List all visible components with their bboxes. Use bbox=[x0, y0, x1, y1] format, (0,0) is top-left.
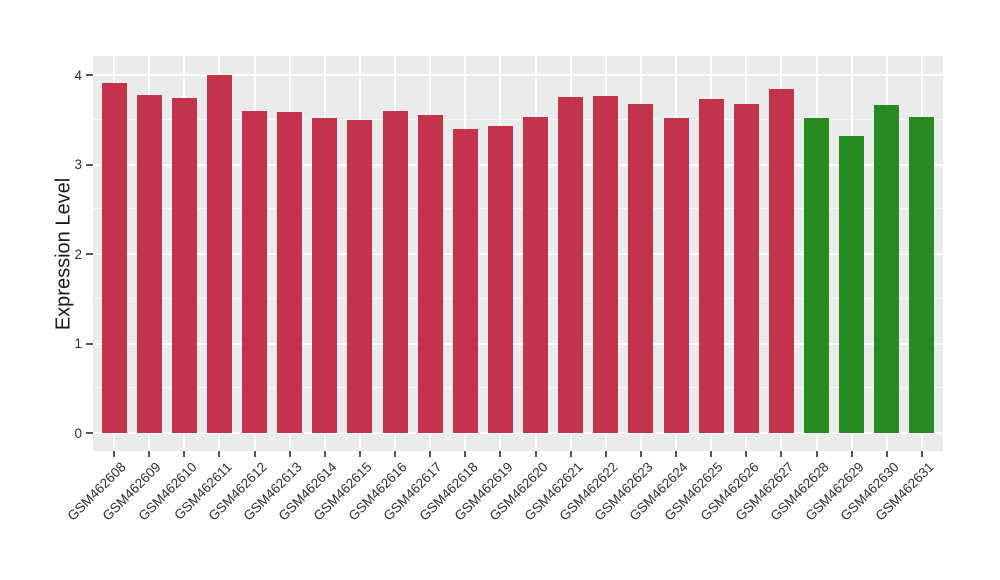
y-tick-label: 4 bbox=[74, 67, 82, 83]
y-tick-mark bbox=[86, 432, 93, 434]
x-tick-mark bbox=[604, 451, 607, 457]
x-tick-mark bbox=[850, 451, 853, 457]
bar-GSM462618 bbox=[452, 128, 478, 433]
bar-GSM462620 bbox=[523, 117, 549, 433]
x-tick-mark bbox=[885, 451, 888, 457]
bar-GSM462630 bbox=[874, 105, 900, 433]
x-tick-mark bbox=[639, 451, 642, 457]
y-gridline-minor bbox=[93, 118, 943, 120]
plot-panel bbox=[93, 56, 943, 451]
y-gridline-minor bbox=[93, 297, 943, 299]
x-tick-mark bbox=[815, 451, 818, 457]
bar-GSM462611 bbox=[206, 75, 232, 433]
x-tick-mark bbox=[394, 451, 397, 457]
x-tick-mark bbox=[253, 451, 256, 457]
y-gridline-major bbox=[93, 163, 943, 166]
y-tick-mark bbox=[86, 163, 93, 166]
y-tick-mark bbox=[86, 74, 93, 76]
y-tick-mark bbox=[86, 342, 93, 345]
x-tick-mark bbox=[569, 451, 572, 457]
bar-GSM462629 bbox=[839, 135, 865, 433]
bar-GSM462623 bbox=[628, 103, 654, 433]
y-tick-label: 2 bbox=[74, 246, 82, 262]
bar-GSM462628 bbox=[804, 117, 830, 433]
x-tick-mark bbox=[183, 451, 186, 457]
bar-GSM462624 bbox=[663, 117, 689, 433]
bar-GSM462609 bbox=[136, 94, 162, 433]
bar-GSM462615 bbox=[347, 119, 373, 433]
bar-GSM462614 bbox=[312, 117, 338, 433]
y-gridline-major bbox=[93, 342, 943, 345]
x-tick-mark bbox=[323, 451, 326, 457]
x-tick-mark bbox=[745, 451, 748, 457]
bar-GSM462616 bbox=[382, 110, 408, 433]
x-tick-mark bbox=[920, 451, 923, 457]
x-tick-mark bbox=[148, 451, 151, 457]
x-tick-mark bbox=[429, 451, 432, 457]
y-tick-mark bbox=[86, 253, 93, 255]
y-tick-label: 3 bbox=[74, 157, 82, 172]
bar-GSM462625 bbox=[698, 99, 724, 433]
x-tick-mark bbox=[534, 451, 537, 457]
bar-GSM462612 bbox=[242, 110, 268, 433]
x-tick-mark bbox=[113, 451, 116, 457]
bar-GSM462610 bbox=[171, 98, 197, 433]
y-gridline-major bbox=[93, 74, 943, 76]
bar-GSM462619 bbox=[487, 126, 513, 433]
bar-GSM462631 bbox=[909, 117, 935, 433]
x-tick-mark bbox=[710, 451, 713, 457]
bar-GSM462608 bbox=[101, 83, 127, 433]
bar-GSM462627 bbox=[768, 89, 794, 433]
x-tick-mark bbox=[358, 451, 361, 457]
x-tick-mark bbox=[675, 451, 678, 457]
x-tick-mark bbox=[288, 451, 291, 457]
bar-GSM462621 bbox=[558, 97, 584, 433]
x-tick-mark bbox=[499, 451, 502, 457]
y-tick-label: 1 bbox=[74, 336, 82, 351]
y-gridline-major bbox=[93, 253, 943, 255]
x-tick-mark bbox=[464, 451, 467, 457]
y-gridline-major bbox=[93, 432, 943, 434]
x-tick-mark bbox=[780, 451, 783, 457]
y-tick-label: 0 bbox=[74, 425, 82, 441]
bar-GSM462626 bbox=[733, 103, 759, 433]
bar-GSM462617 bbox=[417, 115, 443, 433]
bar-GSM462622 bbox=[593, 95, 619, 433]
x-tick-mark bbox=[218, 451, 221, 457]
bar-GSM462613 bbox=[277, 111, 303, 433]
y-gridline-minor bbox=[93, 387, 943, 389]
y-gridline-minor bbox=[93, 208, 943, 210]
